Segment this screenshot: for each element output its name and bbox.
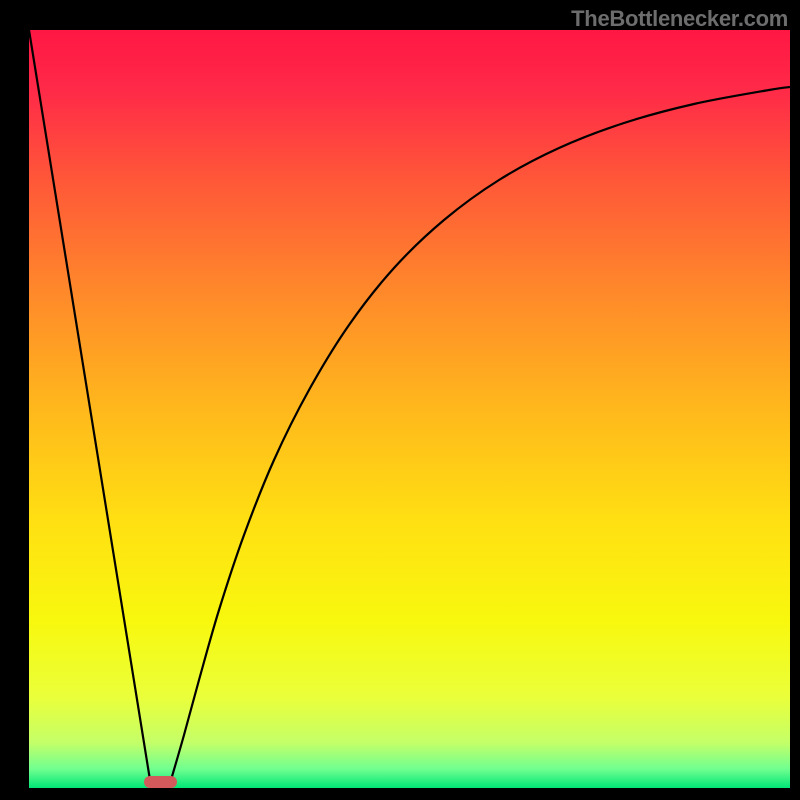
chart-svg [0,0,800,800]
plot-background [29,30,790,788]
bottleneck-chart: TheBottlenecker.com [0,0,800,800]
minimum-marker [144,776,177,788]
watermark-text: TheBottlenecker.com [571,6,788,32]
